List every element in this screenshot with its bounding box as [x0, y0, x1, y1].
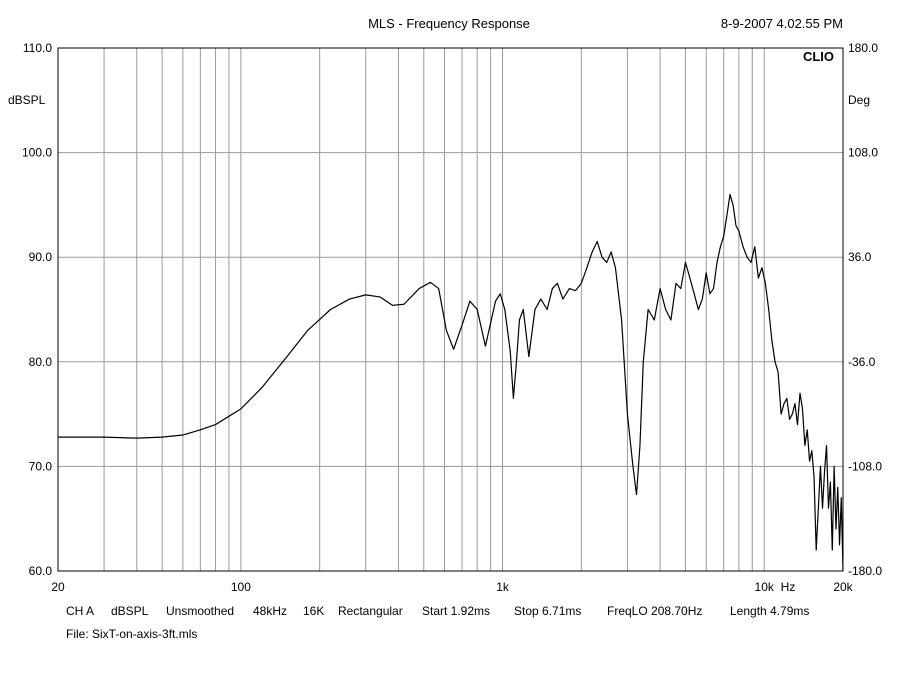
channel-label: CH A: [66, 604, 95, 618]
y-tick-label-left: 70.0: [29, 459, 53, 473]
y-tick-label-left: 60.0: [29, 564, 53, 578]
y-tick-label-left: 90.0: [29, 250, 53, 264]
y-tick-label-right: 36.0: [848, 250, 872, 264]
y-tick-label-left: 80.0: [29, 355, 53, 369]
y-ticks-right: 180.0 108.0 36.0 -36.0 -108.0 -180.0: [848, 41, 882, 578]
y-ticks-left: 110.0 100.0 90.0 80.0 70.0 60.0: [22, 41, 52, 578]
y-axis-left-label: dBSPL: [8, 93, 46, 107]
unit-label: dBSPL: [111, 604, 149, 618]
sample-rate-label: 48kHz: [253, 604, 288, 618]
y-tick-label-right: -108.0: [848, 459, 882, 473]
chart-timestamp: 8-9-2007 4.02.55 PM: [721, 16, 843, 31]
x-tick-label: 20k: [833, 580, 853, 594]
smoothing-label: Unsmoothed: [166, 604, 235, 618]
y-tick-label-right: -180.0: [848, 564, 882, 578]
measurement-info-bar: CH A dBSPL Unsmoothed 48kHz 16K Rectangu…: [0, 604, 900, 620]
y-tick-label-right: 108.0: [848, 146, 878, 160]
x-tick-label: 20: [51, 580, 65, 594]
fft-size-label: 16K: [303, 604, 325, 618]
y-tick-label-left: 110.0: [23, 41, 52, 55]
plot-frame: [57, 47, 844, 572]
x-ticks: 20 100 1k 10k 20k: [51, 580, 853, 594]
x-axis-unit-label: Hz: [781, 580, 796, 594]
brand-logo: CLIO: [803, 49, 834, 64]
x-tick-label: 100: [231, 580, 251, 594]
freqlo-label: FreqLO 208.70Hz: [607, 604, 703, 618]
y-tick-label-left: 100.0: [22, 146, 52, 160]
length-label: Length 4.79ms: [730, 604, 810, 618]
y-tick-label-right: 180.0: [848, 41, 878, 55]
x-tick-label: 10k: [755, 580, 775, 594]
window-label: Rectangular: [338, 604, 403, 618]
stop-label: Stop 6.71ms: [514, 604, 582, 618]
file-name-label: File: SixT-on-axis-3ft.mls: [66, 627, 198, 641]
grid: [58, 48, 843, 571]
y-axis-right-label: Deg: [848, 93, 870, 107]
chart-title: MLS - Frequency Response: [368, 16, 530, 31]
start-label: Start 1.92ms: [422, 604, 491, 618]
y-tick-label-right: -36.0: [848, 355, 876, 369]
x-tick-label: 1k: [496, 580, 510, 594]
series-line-response: [58, 193, 844, 572]
